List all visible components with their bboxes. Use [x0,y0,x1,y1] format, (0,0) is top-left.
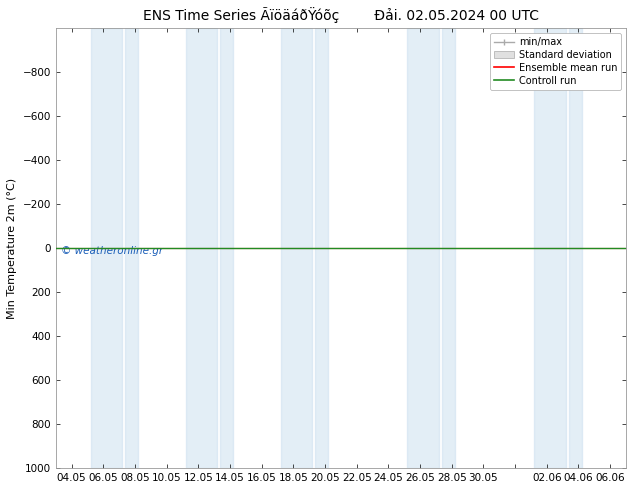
Bar [126,28,138,468]
Text: © weatheronline.gr: © weatheronline.gr [61,246,164,256]
Y-axis label: Min Temperature 2m (°C): Min Temperature 2m (°C) [7,178,17,319]
Title: ENS Time Series ÃïöäáðŸóõç        Đải. 02.05.2024 00 UTC: ENS Time Series ÃïöäáðŸóõç Đải. 02.05.20… [143,7,539,23]
Legend: min/max, Standard deviation, Ensemble mean run, Controll run: min/max, Standard deviation, Ensemble me… [491,33,621,90]
Bar [221,28,233,468]
Bar [569,28,581,468]
Bar [407,28,439,468]
Bar [186,28,217,468]
Bar [442,28,455,468]
Bar [316,28,328,468]
Bar [281,28,313,468]
Bar [91,28,122,468]
Bar [534,28,566,468]
